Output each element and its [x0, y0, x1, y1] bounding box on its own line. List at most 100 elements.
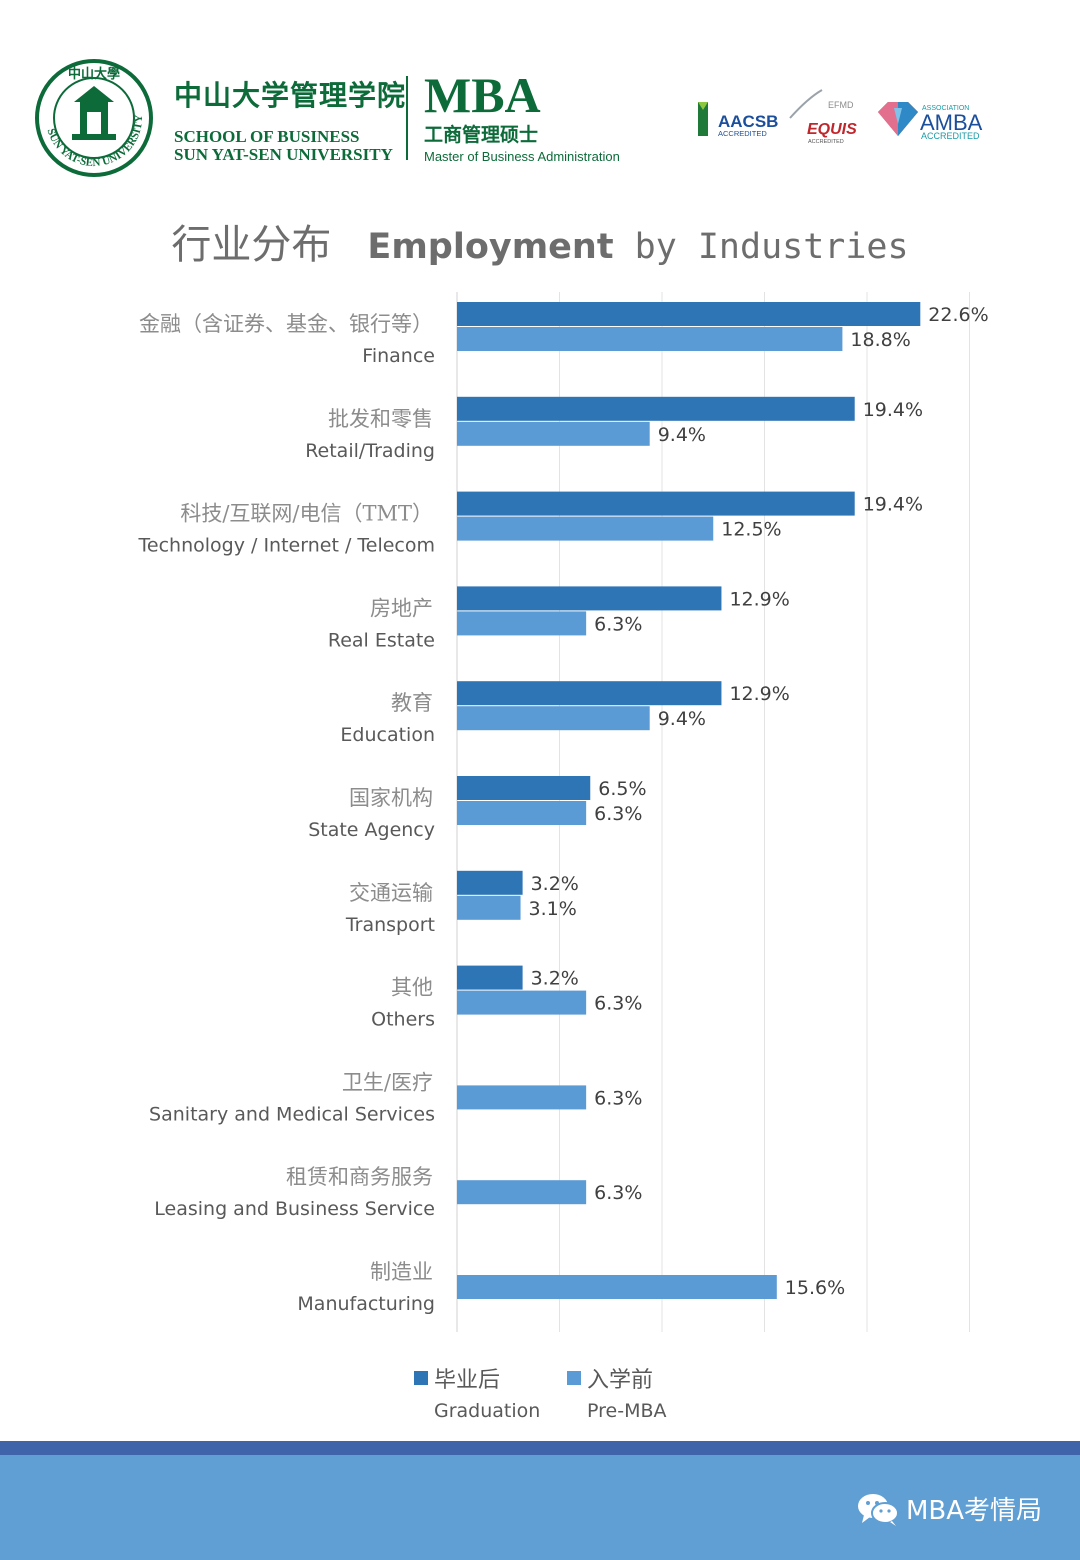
data-label: 3.2% [531, 968, 579, 990]
bar-pre-mba [457, 611, 587, 636]
aacsb-logo-icon: AACSB ACCREDITED [698, 102, 778, 138]
chart-title: 行业分布 Employment by Industries [0, 212, 1080, 270]
legend-item-graduation: 毕业后 Graduation [414, 1362, 540, 1422]
data-label: 6.3% [594, 1087, 642, 1109]
svg-text:中山大學: 中山大學 [68, 66, 120, 82]
category-label-en: Real Estate [328, 629, 435, 651]
svg-text:AMBA: AMBA [920, 110, 983, 135]
university-seal-icon: SUN YAT-SEN UNIVERSITY 中山大學 [35, 59, 153, 177]
data-label: 9.4% [658, 424, 706, 446]
data-label: 12.5% [721, 519, 781, 541]
bar-pre-mba [457, 801, 587, 825]
legend-label-graduation-en: Graduation [434, 1400, 541, 1422]
bar-graduation [457, 870, 523, 895]
bar-pre-mba [457, 1275, 777, 1299]
data-label: 6.3% [594, 1182, 642, 1204]
amba-logo-icon: ASSOCIATION AMBA ACCREDITED [878, 102, 983, 141]
category-label-en: Others [371, 1009, 435, 1031]
bar-chart: 金融（含证券、基金、银行等） Finance 22.6% 18.8% 批发和零售 Reta… [138, 292, 989, 1332]
footer-band [0, 1441, 1080, 1455]
bar-graduation [457, 776, 591, 800]
wechat-account[interactable]: MBA考情局 [856, 1490, 1042, 1527]
data-label: 6.5% [598, 778, 646, 800]
legend-swatch-pre-mba [567, 1371, 581, 1385]
category-label-en: Sanitary and Medical Services [149, 1103, 435, 1125]
data-label: 3.2% [531, 873, 579, 895]
category-label-cn: 卫生/医疗 [342, 1070, 433, 1094]
svg-text:EQUIS: EQUIS [807, 121, 857, 138]
svg-text:AACSB: AACSB [718, 112, 778, 131]
mba-en: Master of Business Administration [424, 149, 620, 164]
category-label-cn: 科技/互联网/电信（TMT） [180, 502, 433, 526]
category-label-cn: 房地产 [370, 596, 433, 620]
bar-pre-mba [457, 327, 843, 351]
svg-text:ASSOCIATION: ASSOCIATION [922, 105, 969, 112]
chart-title-cn: 行业分布 [171, 222, 332, 268]
wechat-icon [857, 1493, 899, 1526]
mba-title: MBA [424, 67, 541, 123]
bar-pre-mba [457, 990, 587, 1015]
category-label-en: Education [340, 724, 435, 746]
data-label: 19.4% [863, 494, 923, 516]
data-label: 15.6% [785, 1277, 845, 1299]
svg-text:ACCREDITED: ACCREDITED [808, 139, 844, 145]
data-label: 6.3% [594, 613, 642, 635]
data-label: 12.9% [729, 683, 789, 705]
bar-graduation [457, 302, 921, 326]
chart-title-en-rest: by Industries [613, 227, 909, 267]
data-label: 6.3% [594, 803, 642, 825]
svg-text:ACCREDITED: ACCREDITED [921, 131, 980, 141]
svg-text:ACCREDITED: ACCREDITED [718, 129, 767, 138]
school-name-en-1: SCHOOL OF BUSINESS [174, 127, 360, 146]
header: SUN YAT-SEN UNIVERSITY 中山大學 中山大学管理学院 SCH… [0, 0, 1080, 190]
legend-item-pre-mba: 入学前 Pre-MBA [567, 1362, 667, 1422]
bar-pre-mba [457, 516, 714, 541]
category-label-cn: 教育 [391, 691, 433, 715]
data-label: 19.4% [863, 399, 923, 421]
legend-swatch-graduation [414, 1371, 428, 1385]
category-label-cn: 制造业 [370, 1260, 433, 1284]
mba-cn: 工商管理硕士 [424, 124, 539, 146]
category-label-cn: 批发和零售 [328, 407, 433, 431]
data-label: 22.6% [928, 304, 988, 326]
data-label: 3.1% [529, 898, 577, 920]
category-label-en: Finance [362, 345, 435, 367]
category-label-en: State Agency [308, 819, 435, 841]
category-label-cn: 租赁和商务服务 [286, 1165, 433, 1189]
svg-text:EFMD: EFMD [828, 100, 854, 110]
bar-graduation [457, 586, 722, 611]
school-name-cn: 中山大学管理学院 [174, 79, 407, 112]
bar-graduation [457, 965, 523, 990]
category-label-cn: 金融（含证券、基金、银行等） [139, 312, 433, 336]
bar-graduation [457, 396, 855, 421]
data-label: 18.8% [850, 329, 910, 351]
category-label-en: Technology / Internet / Telecom [138, 535, 435, 557]
legend-label-pre-mba-en: Pre-MBA [587, 1400, 667, 1422]
bar-pre-mba [457, 1180, 587, 1205]
category-label-en: Leasing and Business Service [154, 1198, 435, 1220]
chart-title-en-bold: Employment [367, 227, 614, 267]
bar-pre-mba [457, 1085, 587, 1110]
bar-graduation [457, 681, 722, 706]
bar-graduation [457, 491, 855, 516]
category-label-cn: 交通运输 [349, 881, 433, 905]
school-name: 中山大学管理学院 SCHOOL OF BUSINESS SUN YAT-SEN … [174, 74, 406, 164]
data-label: 9.4% [658, 708, 706, 730]
legend-label-pre-mba-cn: 入学前 [587, 1368, 654, 1393]
category-label-en: Retail/Trading [305, 440, 435, 462]
equis-logo-icon: EFMD EQUIS ACCREDITED [789, 89, 857, 145]
bar-pre-mba [457, 706, 650, 731]
legend-label-graduation-cn: 毕业后 [434, 1368, 501, 1393]
mba-logo: MBA 工商管理硕士 Master of Business Administra… [424, 70, 620, 164]
category-label-cn: 其他 [391, 976, 433, 1000]
header-divider [406, 76, 408, 160]
category-label-en: Manufacturing [297, 1293, 435, 1315]
category-label-cn: 国家机构 [349, 786, 433, 810]
bar-pre-mba [457, 421, 650, 446]
category-label-en: Transport [345, 914, 435, 936]
data-label: 12.9% [729, 588, 789, 610]
wechat-name: MBA考情局 [905, 1496, 1042, 1526]
footer [0, 1455, 1080, 1560]
bar-pre-mba [457, 895, 521, 920]
school-name-en-2: SUN YAT-SEN UNIVERSITY [174, 145, 393, 164]
